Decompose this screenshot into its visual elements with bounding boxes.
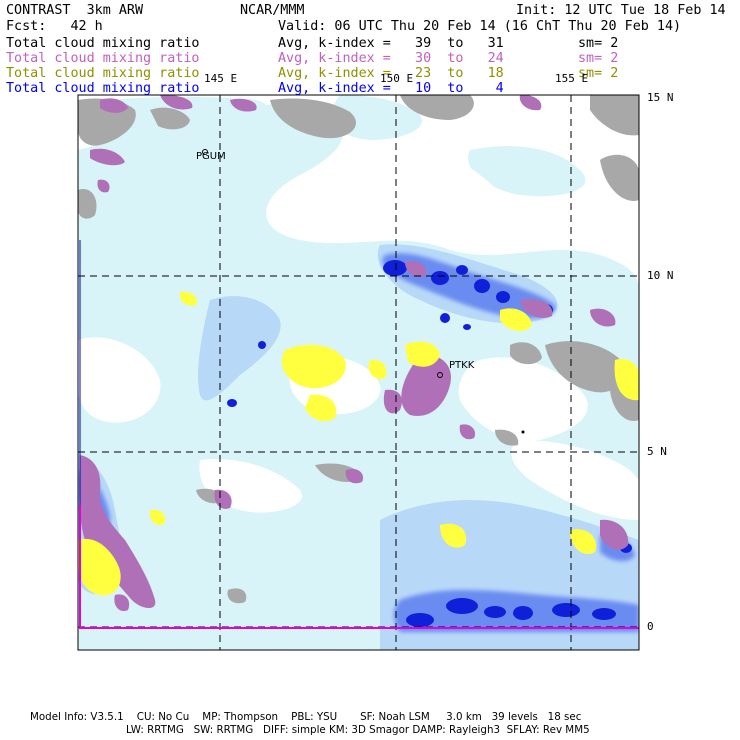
map-frame [77, 94, 640, 651]
field-3-name: Total cloud mixing ratio [6, 66, 200, 81]
lat-label-0: 0 [647, 620, 654, 633]
model-info-line-2: LW: RRTMG SW: RRTMG DIFF: simple KM: 3D … [126, 724, 590, 736]
station-label-pgum: PGUM [196, 151, 226, 162]
domain-boundary [79, 505, 639, 629]
valid-time: Valid: 06 UTC Thu 20 Feb 14 (16 ChT Thu … [278, 19, 682, 34]
lon-label-150e: 150 E [380, 72, 414, 85]
field-2-name: Total cloud mixing ratio [6, 51, 200, 66]
field-1-range: Avg, k-index = 39 to 31 [278, 36, 504, 51]
purple-cloud-field [79, 95, 629, 612]
lon-label-145e: 145 E [204, 72, 238, 85]
center-name: NCAR/MMM [240, 3, 305, 18]
lat-label-5n: 5 N [647, 445, 667, 458]
field-1-sm: sm= 2 [578, 36, 619, 51]
init-time: Init: 12 UTC Tue 18 Feb 14 [516, 3, 726, 18]
clear-sky-patches [78, 150, 639, 520]
field-3-range: Avg, k-index = 23 to 18 [278, 66, 504, 81]
field-2-sm: sm= 2 [578, 51, 619, 66]
small-island-marker [521, 430, 525, 434]
station-pgum-marker [202, 149, 208, 155]
forecast-hour: Fcst: 42 h [6, 19, 103, 34]
model-title: CONTRAST 3km ARW [6, 3, 144, 18]
field-2-range: Avg, k-index = 30 to 24 [278, 51, 504, 66]
model-info-line-1: Model Info: V3.5.1 CU: No Cu MP: Thompso… [30, 711, 582, 723]
lat-label-15n: 15 N [647, 91, 674, 104]
station-label-ptkk: PTKK [449, 360, 475, 371]
field-4-range: Avg, k-index = 10 to 4 [278, 81, 504, 96]
field-4-name: Total cloud mixing ratio [6, 81, 200, 96]
station-ptkk-marker [437, 372, 443, 378]
lat-label-10n: 10 N [647, 269, 674, 282]
lon-label-155e: 155 E [555, 72, 589, 85]
yellow-cloud-field [78, 291, 639, 596]
field-1-name: Total cloud mixing ratio [6, 36, 200, 51]
field-3-sm: sm= 2 [578, 66, 619, 81]
